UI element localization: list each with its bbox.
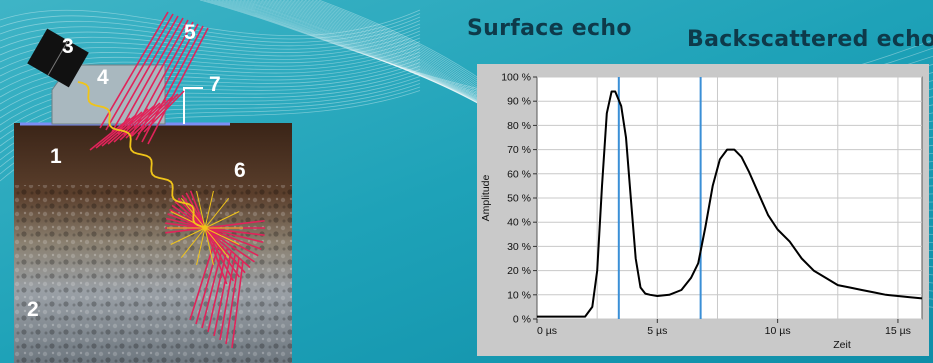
ray-line — [167, 213, 262, 250]
label-6: 6 — [234, 159, 246, 182]
ray-line — [225, 257, 240, 345]
scatter-arrow — [204, 227, 230, 259]
ray-line — [231, 260, 244, 349]
scatter-arrow — [204, 190, 214, 229]
ray-line — [171, 204, 255, 263]
ray-line — [174, 201, 251, 269]
scatter-arrow — [204, 227, 240, 245]
label-1: 1 — [50, 145, 62, 168]
swirl-line — [0, 51, 421, 105]
swirl-line — [0, 58, 421, 119]
y-axis-label: Amplitude — [480, 175, 492, 222]
wave-path — [77, 81, 207, 229]
swirl-line — [0, 20, 421, 47]
scatter-arrow — [170, 227, 206, 245]
ray-line — [137, 93, 179, 135]
x-tick-label: 10 µs — [765, 325, 791, 337]
ray-line — [105, 13, 174, 131]
y-tick-label: 70 % — [507, 144, 531, 156]
ray-line — [195, 242, 220, 325]
ray-line — [189, 190, 228, 285]
ray-line — [201, 245, 224, 329]
scatter-arrow — [204, 227, 214, 266]
backscattered-echo-title: Backscattered echo — [687, 27, 933, 52]
material-grain — [14, 185, 292, 363]
ray-line — [147, 27, 209, 145]
material-illustration — [14, 11, 292, 363]
x-tick-label: 5 µs — [647, 325, 667, 337]
ray-line — [89, 117, 131, 151]
label-7-marker — [183, 87, 203, 124]
scatter-arrow — [196, 190, 206, 229]
y-tick-label: 50 % — [507, 193, 531, 205]
y-tick-label: 100 % — [501, 72, 531, 84]
ray-line — [99, 11, 169, 129]
ray-line — [143, 90, 185, 133]
y-tick-label: 20 % — [507, 265, 531, 277]
label-7: 7 — [209, 73, 221, 96]
swirl-line — [0, 55, 421, 112]
swirl-line — [0, 9, 421, 37]
swirl-line — [0, 72, 421, 147]
ray-line — [131, 96, 173, 137]
label-3: 3 — [62, 35, 74, 58]
ray-line — [135, 23, 199, 141]
ray-line — [113, 105, 155, 143]
scatter-arrow — [204, 197, 230, 229]
y-tick-label: 0 % — [513, 314, 531, 326]
scatter-arrow — [204, 211, 240, 229]
y-tick-label: 40 % — [507, 217, 531, 229]
ray-line — [95, 114, 137, 149]
x-tick-label: 15 µs — [885, 325, 911, 337]
ray-line — [165, 220, 265, 234]
echo-chart: 0 % 10 % 20 % 30 % 40 % 50 % 60 % 70 % 80 % 90 % 1… — [480, 72, 923, 351]
ray-bundles — [89, 11, 265, 349]
ray-line — [185, 192, 234, 282]
label-5: 5 — [184, 21, 196, 44]
ray-line — [119, 102, 161, 141]
ray-line — [181, 194, 241, 278]
ray-line — [165, 217, 264, 244]
ray-line — [107, 108, 149, 145]
y-tick-label: 80 % — [507, 120, 531, 132]
y-tick-label: 10 % — [507, 289, 531, 301]
ray-line — [101, 111, 143, 147]
y-tick-label: 90 % — [507, 96, 531, 108]
swirl-line — [0, 65, 421, 133]
ray-line — [207, 248, 228, 333]
amplitude-series-line — [537, 90, 923, 318]
swirl-line — [0, 16, 421, 43]
label-4: 4 — [97, 66, 109, 89]
ray-line — [117, 17, 184, 135]
swirl-line — [0, 69, 421, 140]
y-tick-label: 60 % — [507, 168, 531, 180]
scatter-arrow — [196, 227, 206, 266]
ray-line — [111, 15, 179, 133]
scatter-arrow — [180, 227, 206, 259]
swirl-line — [0, 62, 421, 126]
x-tick-label: 0 µs — [537, 325, 557, 337]
ray-line — [213, 251, 232, 337]
x-axis-label: Zeit — [833, 339, 851, 351]
y-tick-label: 30 % — [507, 241, 531, 253]
surface-echo-title: Surface echo — [467, 16, 632, 41]
ray-line — [125, 99, 167, 139]
label-2: 2 — [27, 298, 39, 321]
ray-line — [219, 254, 236, 341]
transducer — [27, 28, 89, 88]
echo-chart-panel: 0 % 10 % 20 % 30 % 40 % 50 % 60 % 70 % 80 % 90 % 1… — [477, 64, 929, 356]
ray-line — [165, 222, 265, 236]
